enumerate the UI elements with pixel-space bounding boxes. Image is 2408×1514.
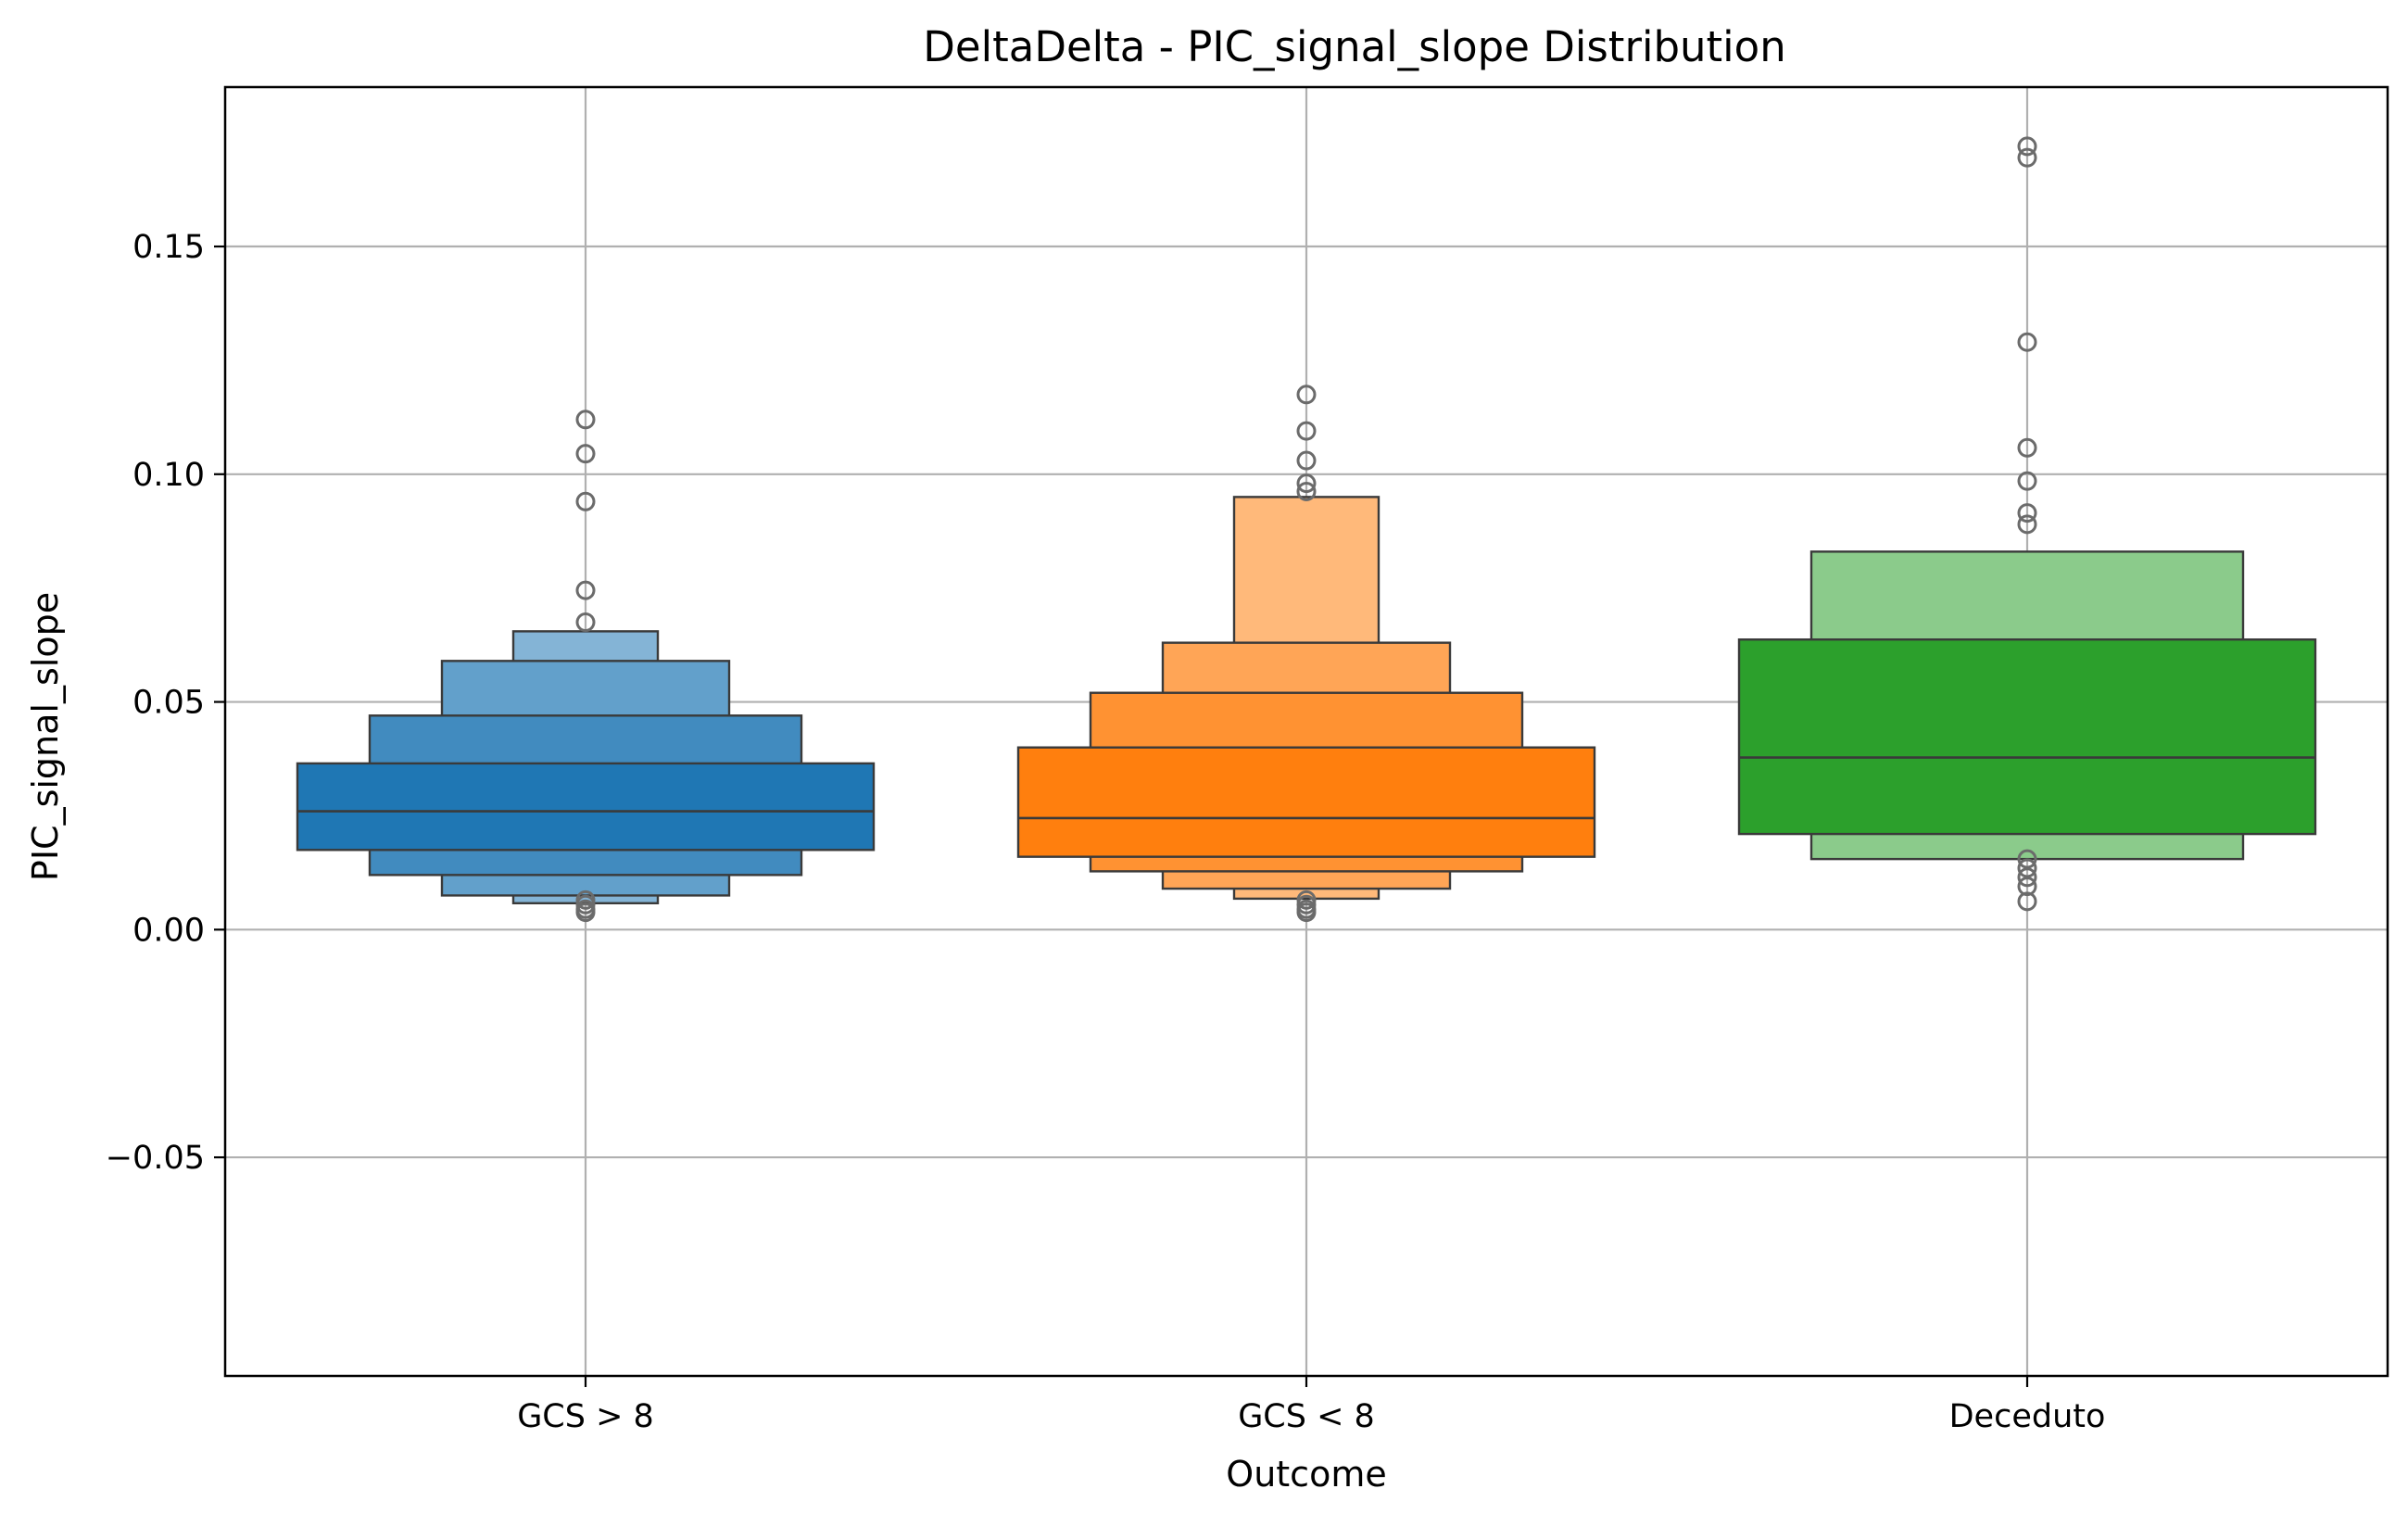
outlier-point bbox=[2017, 891, 2037, 912]
outlier-point bbox=[2017, 858, 2037, 878]
outlier-point bbox=[2017, 437, 2037, 458]
outlier-point bbox=[575, 612, 596, 633]
boxen-plots bbox=[296, 496, 2317, 905]
outlier-point bbox=[1296, 385, 1317, 405]
outlier-point bbox=[1296, 450, 1317, 471]
boxen-box bbox=[1016, 746, 1596, 858]
outlier-points bbox=[575, 136, 2037, 923]
outlier-point bbox=[2017, 332, 2037, 352]
y-tick-label: 0.15 bbox=[132, 229, 205, 266]
x-tick-label: GCS > 8 bbox=[517, 1398, 654, 1435]
outlier-point bbox=[1296, 421, 1317, 441]
x-axis-label: Outcome bbox=[1226, 1454, 1386, 1495]
y-tick-label: 0.10 bbox=[132, 457, 205, 494]
outlier-point bbox=[2017, 514, 2037, 535]
outlier-point bbox=[2017, 136, 2037, 157]
y-axis-label: PIC_signal_slope bbox=[25, 592, 66, 881]
x-tick-label: GCS < 8 bbox=[1238, 1398, 1375, 1435]
outlier-point bbox=[2017, 147, 2037, 168]
axis-ticks: −0.05 0.00 0.05 0.10 0.15 GCS > 8 GCS < 8 Deced… bbox=[106, 229, 2106, 1435]
outlier-point bbox=[2017, 867, 2037, 888]
outlier-point bbox=[575, 444, 596, 464]
outlier-point bbox=[575, 410, 596, 430]
outlier-point bbox=[2017, 849, 2037, 869]
outlier-point bbox=[575, 491, 596, 511]
outlier-point bbox=[575, 902, 596, 923]
y-tick-label: 0.05 bbox=[132, 685, 205, 722]
outlier-point bbox=[1296, 481, 1317, 501]
outlier-point bbox=[1296, 902, 1317, 923]
outlier-point bbox=[575, 580, 596, 600]
outlier-point bbox=[1296, 473, 1317, 494]
y-tick-label: −0.05 bbox=[106, 1140, 205, 1177]
boxen-box bbox=[296, 762, 876, 852]
chart-title: DeltaDelta - PIC_signal_slope Distributi… bbox=[923, 22, 1785, 71]
outlier-point bbox=[2017, 877, 2037, 897]
boxen-box bbox=[1737, 638, 2317, 836]
y-tick-label: 0.00 bbox=[132, 912, 205, 949]
outlier-point bbox=[2017, 471, 2037, 491]
outlier-point bbox=[2017, 503, 2037, 524]
x-tick-label: Deceduto bbox=[1949, 1398, 2106, 1435]
